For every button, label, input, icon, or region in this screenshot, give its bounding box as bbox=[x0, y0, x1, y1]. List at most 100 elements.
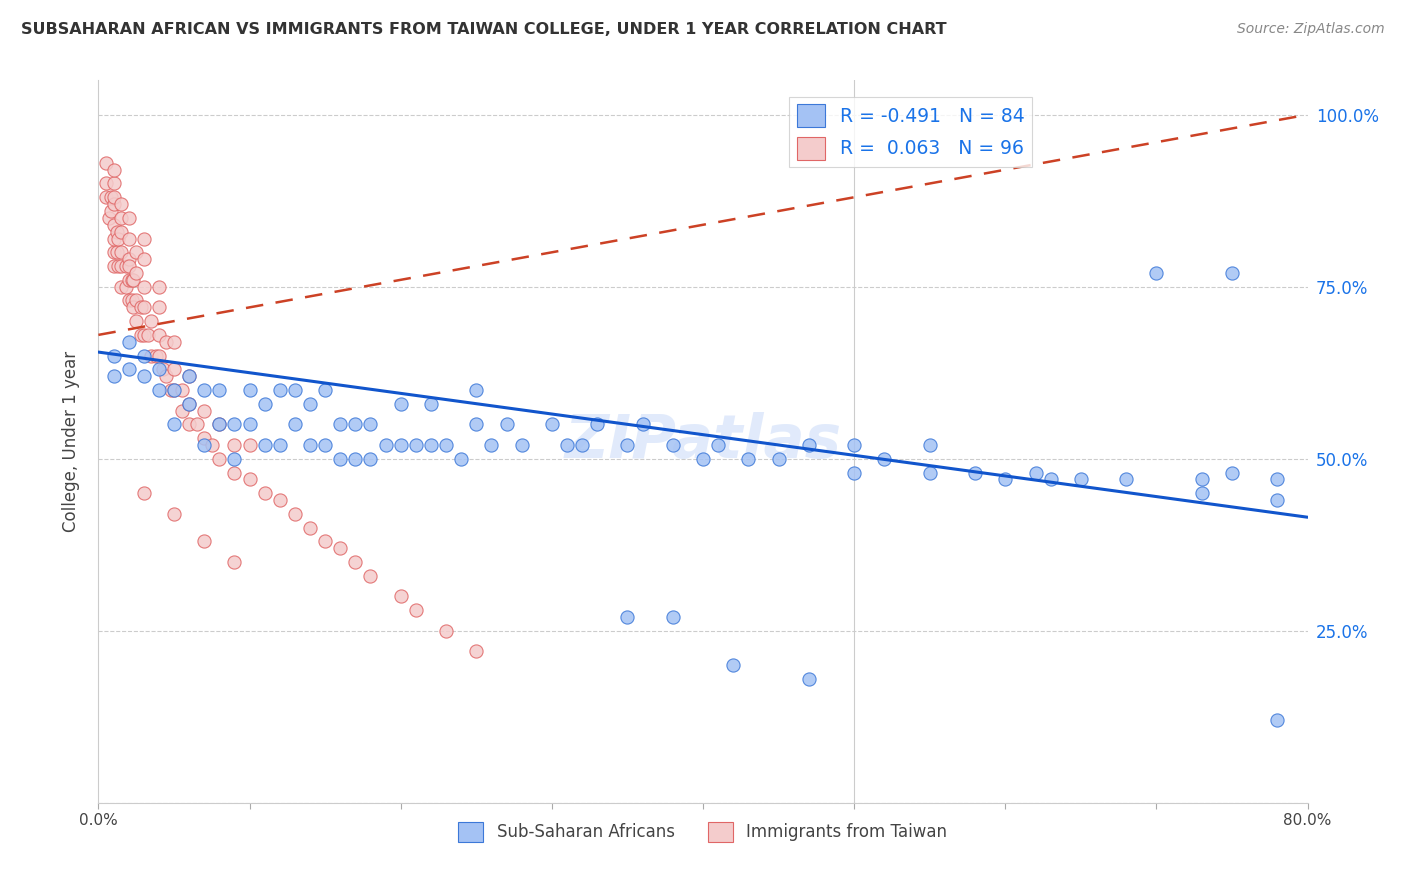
Point bbox=[118, 362, 141, 376]
Point bbox=[965, 466, 987, 480]
Point bbox=[344, 451, 367, 466]
Point bbox=[103, 231, 125, 245]
Point bbox=[253, 397, 276, 411]
Point bbox=[797, 438, 820, 452]
Point bbox=[616, 438, 638, 452]
Point bbox=[179, 397, 201, 411]
Point bbox=[105, 245, 128, 260]
Point bbox=[132, 327, 155, 342]
Point bbox=[141, 349, 163, 363]
Point bbox=[148, 327, 170, 342]
Point bbox=[1144, 266, 1167, 280]
Point bbox=[118, 252, 141, 267]
Point bbox=[918, 466, 941, 480]
Point bbox=[360, 417, 382, 432]
Point bbox=[179, 417, 201, 432]
Point bbox=[152, 362, 174, 376]
Point bbox=[1267, 472, 1289, 486]
Point bbox=[1267, 493, 1289, 508]
Point bbox=[723, 658, 745, 673]
Point bbox=[450, 451, 472, 466]
Point bbox=[132, 279, 155, 293]
Point bbox=[239, 417, 262, 432]
Point bbox=[179, 369, 201, 384]
Point bbox=[136, 327, 159, 342]
Point bbox=[224, 555, 246, 569]
Point bbox=[163, 507, 186, 521]
Point bbox=[132, 252, 155, 267]
Point bbox=[1024, 466, 1046, 480]
Point bbox=[692, 451, 714, 466]
Point bbox=[405, 438, 427, 452]
Point bbox=[994, 472, 1017, 486]
Point bbox=[148, 349, 170, 363]
Point bbox=[132, 301, 155, 315]
Point bbox=[107, 259, 129, 273]
Point bbox=[193, 403, 215, 417]
Point bbox=[193, 383, 215, 397]
Point bbox=[208, 417, 231, 432]
Point bbox=[224, 451, 246, 466]
Point bbox=[616, 610, 638, 624]
Point bbox=[510, 438, 533, 452]
Point bbox=[284, 383, 307, 397]
Point bbox=[103, 177, 125, 191]
Point bbox=[239, 438, 262, 452]
Point bbox=[155, 369, 177, 384]
Point bbox=[374, 438, 396, 452]
Point bbox=[110, 197, 132, 211]
Point bbox=[118, 231, 141, 245]
Point bbox=[110, 225, 132, 239]
Point bbox=[110, 245, 132, 260]
Point bbox=[118, 211, 141, 225]
Point bbox=[329, 417, 352, 432]
Point bbox=[707, 438, 730, 452]
Point bbox=[110, 279, 132, 293]
Point bbox=[224, 438, 246, 452]
Point bbox=[269, 493, 291, 508]
Point bbox=[420, 438, 443, 452]
Point bbox=[163, 417, 186, 432]
Point bbox=[103, 245, 125, 260]
Point bbox=[103, 218, 125, 232]
Point bbox=[1191, 486, 1213, 500]
Point bbox=[98, 211, 121, 225]
Legend: Sub-Saharan Africans, Immigrants from Taiwan: Sub-Saharan Africans, Immigrants from Ta… bbox=[451, 815, 955, 848]
Point bbox=[103, 190, 125, 204]
Point bbox=[239, 383, 262, 397]
Point bbox=[148, 383, 170, 397]
Point bbox=[420, 397, 443, 411]
Point bbox=[661, 610, 683, 624]
Point bbox=[540, 417, 562, 432]
Point bbox=[94, 190, 117, 204]
Point bbox=[661, 438, 683, 452]
Point bbox=[129, 327, 152, 342]
Point bbox=[873, 451, 896, 466]
Point bbox=[360, 451, 382, 466]
Point bbox=[105, 225, 128, 239]
Point bbox=[114, 259, 136, 273]
Point bbox=[481, 438, 503, 452]
Text: SUBSAHARAN AFRICAN VS IMMIGRANTS FROM TAIWAN COLLEGE, UNDER 1 YEAR CORRELATION C: SUBSAHARAN AFRICAN VS IMMIGRANTS FROM TA… bbox=[21, 22, 946, 37]
Point bbox=[389, 397, 412, 411]
Point bbox=[224, 417, 246, 432]
Point bbox=[94, 156, 117, 170]
Point bbox=[103, 162, 125, 177]
Point bbox=[586, 417, 609, 432]
Point bbox=[360, 568, 382, 582]
Point bbox=[125, 314, 148, 328]
Point bbox=[186, 417, 208, 432]
Point bbox=[148, 301, 170, 315]
Point bbox=[118, 273, 141, 287]
Point bbox=[434, 624, 457, 638]
Point bbox=[132, 349, 155, 363]
Point bbox=[284, 417, 307, 432]
Point bbox=[571, 438, 593, 452]
Point bbox=[132, 231, 155, 245]
Text: Source: ZipAtlas.com: Source: ZipAtlas.com bbox=[1237, 22, 1385, 37]
Point bbox=[100, 204, 122, 219]
Point bbox=[844, 466, 866, 480]
Point bbox=[389, 590, 412, 604]
Point bbox=[193, 431, 215, 445]
Point bbox=[299, 520, 322, 534]
